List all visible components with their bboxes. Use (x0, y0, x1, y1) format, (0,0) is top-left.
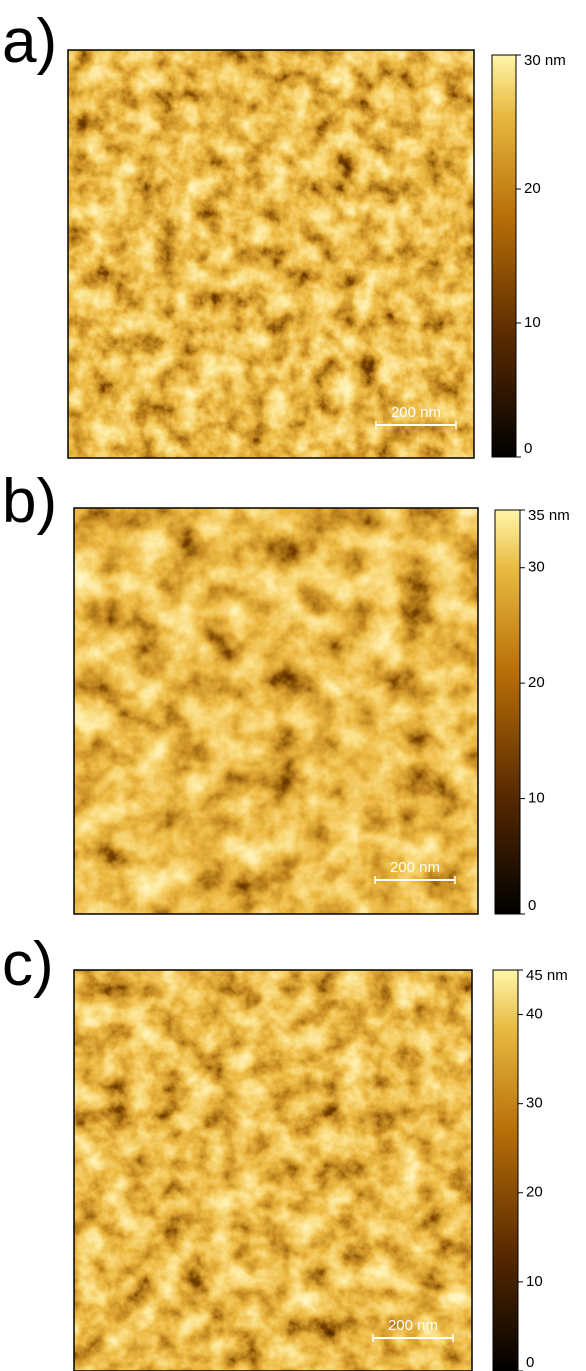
scale-bar-label: 200 nm (391, 404, 441, 421)
colorbar-tick-label: 0 (528, 897, 536, 914)
colorbar-tick-label: 30 (528, 559, 545, 576)
colorbar (495, 510, 520, 914)
colorbar-tick-label: 0 (524, 440, 532, 457)
afm-image (74, 508, 478, 914)
colorbar-tick-label: 10 (528, 790, 545, 807)
figure: a) 200 nm 30 nm 20 10 0 b) 200 nm 35 nm 30 20 10 0 c)… (0, 0, 586, 1371)
colorbar (492, 55, 516, 457)
colorbar-tick-label: 35 nm (528, 507, 570, 524)
colorbar-tick-label: 20 (528, 674, 545, 691)
colorbar-tick-label: 20 (524, 180, 541, 197)
colorbar-tick-label: 0 (526, 1354, 534, 1371)
colorbar-tick-label: 30 (526, 1095, 543, 1112)
panel-label: c) (2, 930, 54, 999)
colorbar-tick-label: 20 (526, 1184, 543, 1201)
panel-label: a) (2, 7, 57, 76)
afm-image (68, 50, 474, 458)
colorbar-tick-label: 30 nm (524, 52, 566, 69)
colorbar-tick-label: 45 nm (526, 967, 568, 984)
panel-label: b) (2, 467, 57, 536)
colorbar-tick-label: 10 (524, 314, 541, 331)
scale-bar-label: 200 nm (388, 1317, 438, 1334)
scale-bar-label: 200 nm (390, 859, 440, 876)
colorbar-tick-label: 40 (526, 1006, 543, 1023)
colorbar (493, 970, 518, 1371)
afm-image (74, 970, 472, 1371)
colorbar-tick-label: 10 (526, 1273, 543, 1290)
